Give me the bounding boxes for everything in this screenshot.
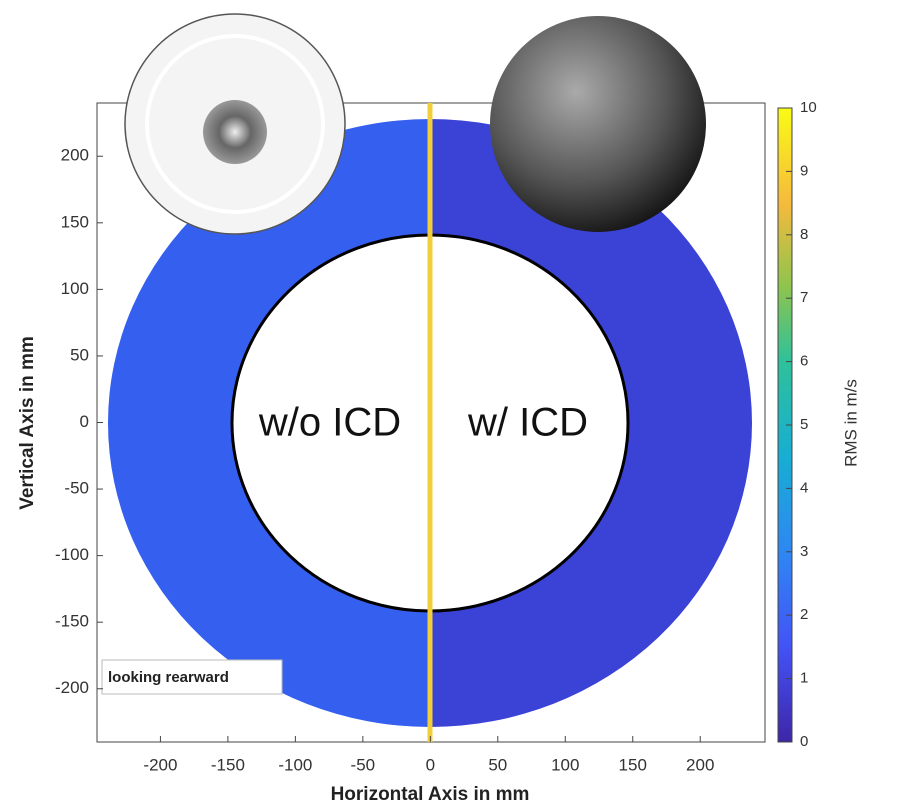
- x-tick-label: 150: [619, 755, 647, 774]
- colorbar-tick-label: 5: [800, 416, 808, 433]
- page: body { margin: 0; background: #fff; font…: [0, 0, 899, 808]
- y-tick-label: 150: [61, 212, 89, 231]
- photo-right: [490, 16, 706, 232]
- x-tick-label: -150: [211, 755, 245, 774]
- y-tick-label: 200: [61, 146, 89, 165]
- y-tick-label: -200: [55, 678, 89, 697]
- colorbar-tick-label: 3: [800, 543, 808, 560]
- x-tick-label: -200: [143, 755, 177, 774]
- x-tick-label: -100: [278, 755, 312, 774]
- y-tick-label: -150: [55, 612, 89, 631]
- y-tick-label: -50: [64, 479, 89, 498]
- x-tick-label: 200: [686, 755, 714, 774]
- colorbar-tick-label: 0: [800, 733, 808, 750]
- figure: looking rearward w/o ICD w/ ICD Horizont…: [0, 0, 899, 808]
- annotation: looking rearward: [108, 669, 229, 686]
- y-tick-label: -100: [55, 545, 89, 564]
- annotation: w/o ICD: [258, 401, 401, 445]
- x-tick-label: 0: [426, 755, 435, 774]
- y-axis-label: Vertical Axis in mm: [17, 336, 38, 510]
- y-tick-label: 50: [70, 345, 89, 364]
- colorbar-tick-label: 8: [800, 226, 808, 243]
- photo-left-hub: [203, 100, 267, 164]
- x-tick-label: -50: [351, 755, 376, 774]
- y-tick-label: 100: [61, 279, 89, 298]
- annotation: w/ ICD: [467, 401, 588, 445]
- colorbar-tick-label: 2: [800, 606, 808, 623]
- x-tick-label: 100: [551, 755, 579, 774]
- colorbar-tick-label: 7: [800, 289, 808, 306]
- body: {"chart_data": {"type": "heatmap", "xlab…: [0, 0, 899, 808]
- y-tick-label: 0: [80, 412, 89, 431]
- colorbar-label: RMS in m/s: [841, 379, 860, 467]
- colorbar-tick-label: 9: [800, 162, 808, 179]
- colorbar-tick-label: 4: [800, 479, 808, 496]
- x-tick-label: 50: [488, 755, 507, 774]
- photo-left: [125, 14, 345, 234]
- colorbar-tick-label: 1: [800, 670, 808, 687]
- colorbar-tick-label: 10: [800, 99, 817, 116]
- colorbar-tick-label: 6: [800, 353, 808, 370]
- x-axis-label: Horizontal Axis in mm: [331, 784, 530, 805]
